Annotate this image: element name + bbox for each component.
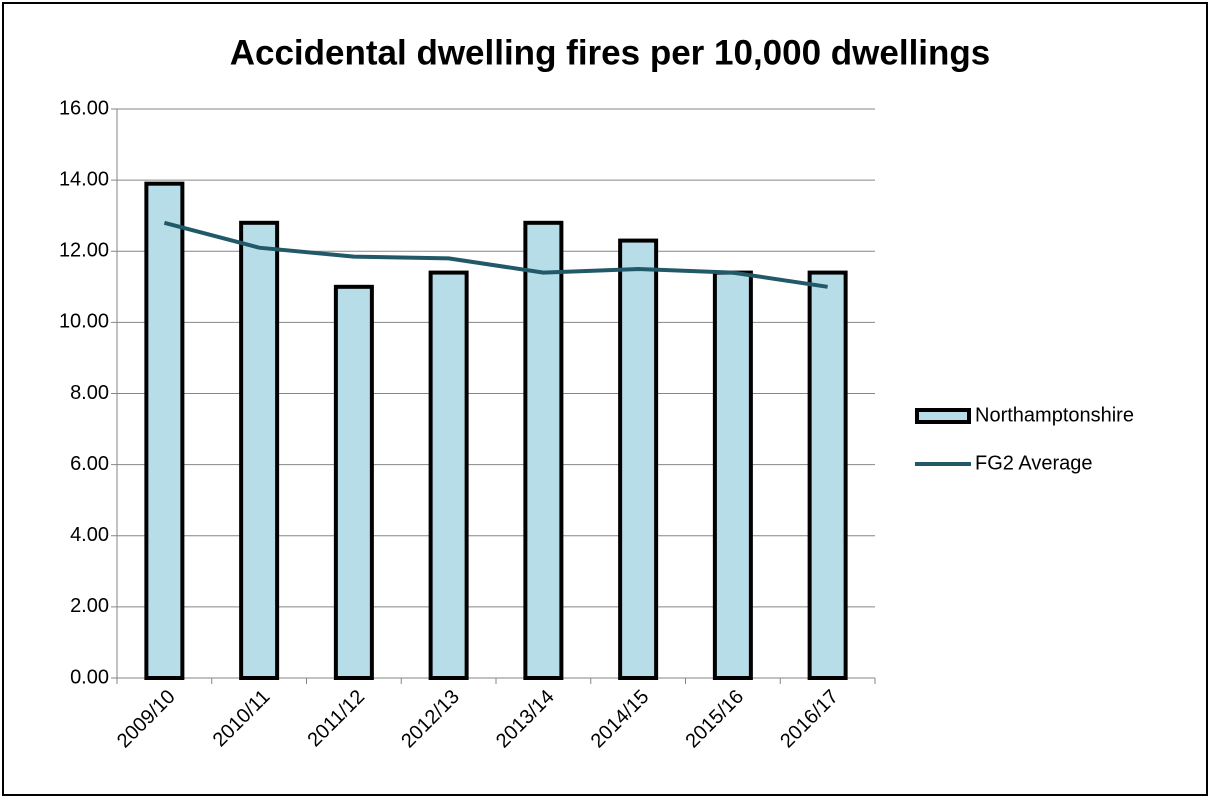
- bar: [144, 181, 185, 680]
- bar: [333, 284, 374, 680]
- y-tick-label: 16.00: [59, 97, 109, 119]
- bar: [807, 270, 848, 680]
- y-tick-label: 8.00: [70, 382, 109, 404]
- chart-title: Accidental dwelling fires per 10,000 dwe…: [230, 33, 991, 72]
- y-tick-label: 4.00: [70, 524, 109, 546]
- bar: [618, 238, 659, 681]
- legend-swatch: [915, 408, 971, 424]
- bar: [712, 270, 753, 680]
- y-tick-label: 2.00: [70, 595, 109, 617]
- y-tick-label: 12.00: [59, 240, 109, 262]
- bar: [239, 220, 280, 681]
- legend-label: Northamptonshire: [975, 404, 1134, 426]
- y-tick-label: 10.00: [59, 311, 109, 333]
- bar: [523, 220, 564, 681]
- y-tick-label: 6.00: [70, 453, 109, 475]
- line: [163, 220, 828, 289]
- y-tick-label: 0.00: [70, 666, 109, 688]
- y-tick-label: 14.00: [59, 168, 109, 190]
- legend-label: FG2 Average: [975, 452, 1092, 474]
- bar: [428, 270, 469, 680]
